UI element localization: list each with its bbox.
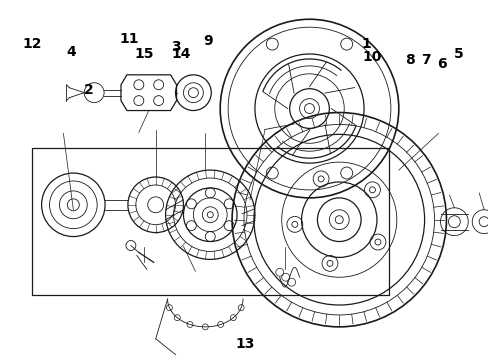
- Circle shape: [305, 104, 315, 113]
- Text: 4: 4: [67, 45, 76, 59]
- Text: 15: 15: [135, 47, 154, 61]
- Text: 11: 11: [120, 32, 139, 46]
- Text: 12: 12: [22, 37, 42, 50]
- Text: 7: 7: [421, 53, 431, 67]
- Text: 6: 6: [437, 57, 447, 71]
- Text: 8: 8: [405, 53, 415, 67]
- Text: 5: 5: [454, 47, 464, 61]
- Text: 10: 10: [363, 50, 382, 64]
- Text: 2: 2: [84, 83, 93, 97]
- Text: 9: 9: [204, 34, 213, 48]
- Text: 13: 13: [235, 337, 255, 351]
- Bar: [32, 148, 389, 295]
- Text: 14: 14: [171, 47, 191, 61]
- Text: 3: 3: [171, 40, 181, 54]
- Text: 1: 1: [362, 37, 371, 50]
